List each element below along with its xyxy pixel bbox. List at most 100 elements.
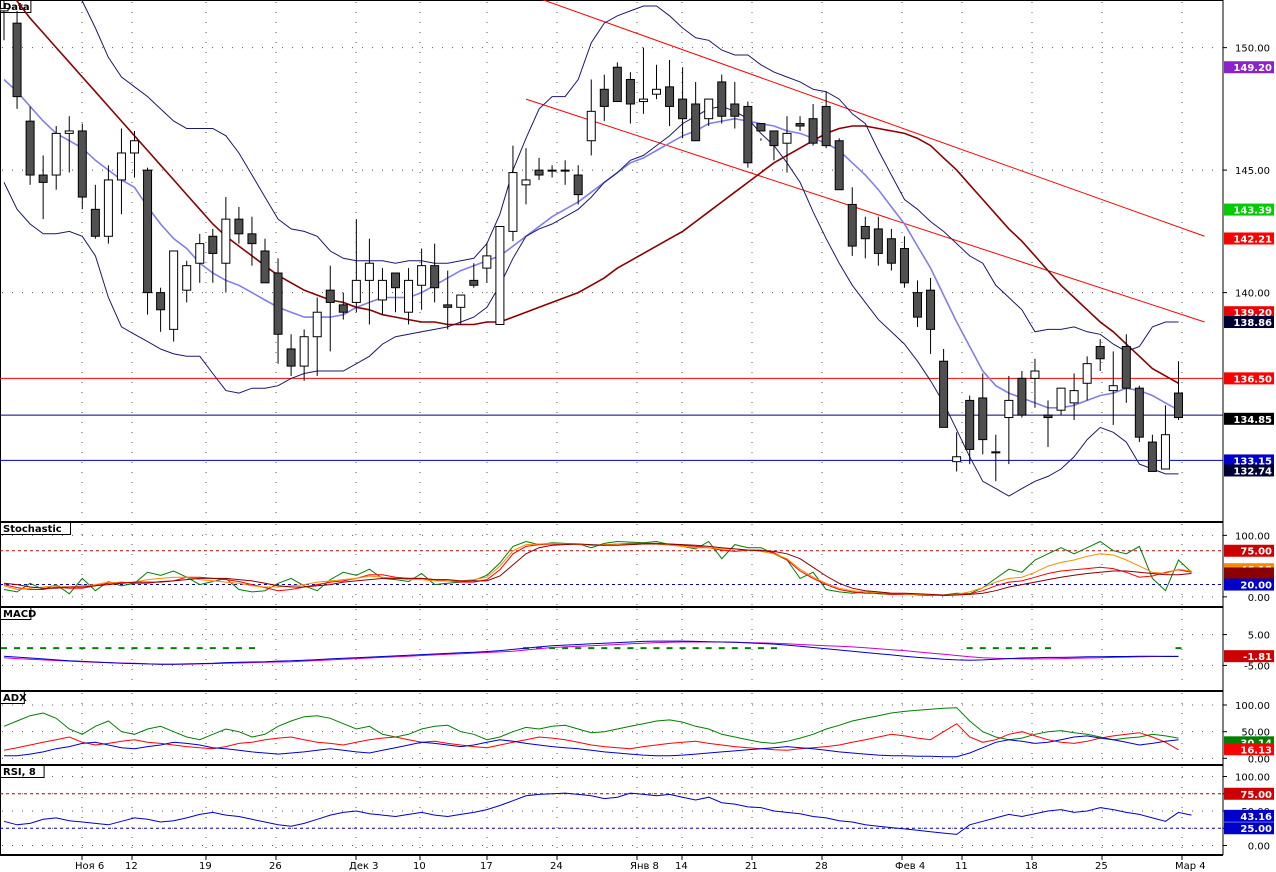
x-tick-label: 25 [1095, 861, 1108, 872]
panel-frame [0, 522, 1224, 607]
candle-body [547, 169, 557, 172]
candle-body [391, 272, 400, 289]
x-tick-label: 17 [480, 861, 493, 872]
y-tick-label: 0.00 [1248, 593, 1270, 604]
y-tick-label: 50.00 [1241, 728, 1270, 739]
candle-body [586, 110, 596, 142]
value-badge-label: 139.20 [1233, 308, 1272, 319]
panel-frame [0, 765, 1224, 855]
series-line [3, 543, 1192, 596]
panel-title-box [0, 691, 25, 704]
candle-body [404, 279, 414, 313]
candle-body [652, 88, 661, 95]
candle-body [534, 169, 544, 176]
candle-body [312, 311, 322, 338]
value-badge-label: 43.16 [1240, 812, 1272, 823]
value-badge [1224, 232, 1274, 245]
candle-body [116, 152, 126, 181]
candle-body [443, 304, 453, 308]
candle-body [769, 130, 779, 147]
series-line [3, 640, 1179, 665]
value-badge-label: 134.85 [1233, 415, 1272, 426]
value-badge-label: 143.39 [1233, 206, 1272, 217]
value-badge [1224, 544, 1274, 557]
y-tick-label: 100.00 [1235, 773, 1270, 784]
y-tick-label: 100.00 [1235, 531, 1270, 542]
series-line [3, 707, 1179, 744]
value-badge-label: -1.81 [1243, 652, 1272, 663]
value-badge [1224, 454, 1274, 467]
x-tick-label: 28 [815, 861, 828, 872]
x-tick-label: 12 [125, 861, 138, 872]
candle-body [247, 233, 257, 245]
candle-body [782, 132, 792, 144]
y-tick-label: 100.00 [1235, 701, 1270, 712]
candle-body [926, 289, 936, 330]
candle-body [195, 243, 205, 264]
panel-title-box [0, 765, 45, 778]
candle-body [965, 399, 975, 450]
candle-body [847, 203, 857, 247]
candle-body [834, 140, 844, 191]
candle-body [1095, 346, 1105, 360]
value-badge-label: 132.74 [1233, 466, 1272, 477]
candle-body [417, 265, 427, 286]
panel-title-box [0, 522, 71, 535]
series-line [15, 0, 1179, 384]
candle-body [638, 98, 648, 103]
value-badge-label: 20.00 [1240, 581, 1272, 592]
value-badge [1224, 203, 1274, 216]
value-badge [1224, 743, 1274, 756]
candle-body [325, 289, 335, 303]
candle-body [612, 66, 622, 103]
candle-body [469, 279, 479, 286]
panel-frame [0, 0, 1224, 522]
candle-body [1004, 399, 1014, 419]
candle-body [430, 265, 440, 289]
candle-body [678, 98, 688, 120]
x-tick-label: Дек 3 [349, 861, 379, 872]
x-tick-label: 21 [745, 861, 758, 872]
candle-body [208, 235, 218, 254]
panel-title: RSI, 8 [3, 767, 36, 778]
value-badge-label: 142.21 [1233, 234, 1272, 245]
candle-body [691, 103, 701, 142]
candle-body [377, 279, 387, 301]
x-tick-label: Янв 8 [630, 861, 659, 872]
candle-body [482, 255, 492, 269]
candle-body [1056, 387, 1066, 411]
panel-macd: MACD 5.00 -5.00-1.81 [0, 607, 1274, 691]
series-line [3, 792, 1192, 835]
candle-body [12, 22, 22, 98]
candle-body [169, 250, 179, 330]
value-badge-label: 75.00 [1240, 547, 1272, 558]
candle-body [0, 7, 9, 12]
series-line [3, 105, 1179, 497]
candle-body [508, 172, 518, 232]
candle-body [599, 88, 609, 107]
candle-body [756, 123, 766, 132]
x-tick-label: 11 [955, 861, 968, 872]
candle-body [573, 174, 583, 196]
y-tick-label: -5.00 [1244, 661, 1270, 672]
candle-body [704, 98, 714, 120]
value-badge [1224, 61, 1274, 74]
value-badge-label: 25.00 [1240, 824, 1272, 835]
candle-body [234, 218, 244, 235]
value-badge-label: 75.00 [1240, 790, 1272, 801]
value-badge [1224, 822, 1274, 835]
value-badge [1224, 787, 1274, 800]
y-tick-label: 145.00 [1235, 166, 1270, 177]
x-tick-label: 26 [269, 861, 282, 872]
candle-body [221, 218, 231, 264]
candle-body [1017, 377, 1027, 416]
candle-body [90, 208, 100, 237]
candle-body [1174, 392, 1183, 419]
candle-body [351, 279, 361, 303]
panel-title: ADX [3, 693, 27, 704]
value-badge-label: 138.86 [1233, 318, 1272, 329]
series-line [3, 723, 1179, 751]
panel-frame [0, 607, 1224, 691]
